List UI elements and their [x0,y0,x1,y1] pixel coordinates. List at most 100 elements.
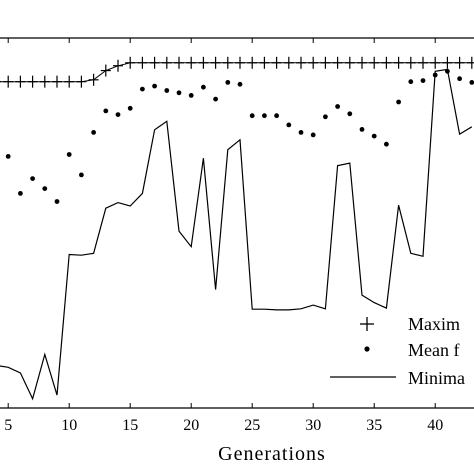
series-line-minima [0,68,473,401]
legend-item-minima: Minima [330,368,465,388]
data-point-maxim [357,56,367,69]
data-point-maxim [418,56,428,69]
x-tick-label: 20 [183,417,199,434]
data-point-mean [335,104,340,109]
legend-label-minima: Minima [408,368,465,388]
x-tick-label: 25 [244,417,260,434]
data-point-mean [432,72,438,78]
data-point-mean [310,132,316,138]
data-point-mean [103,108,109,114]
data-point-maxim [393,56,404,69]
data-point-maxim [344,56,355,69]
x-axis-label: Generations [218,443,326,465]
data-point-maxim [64,75,75,88]
legend-item-maxim: Maxim [360,314,460,334]
data-point-mean [371,133,377,139]
data-point-maxim [405,56,416,69]
data-point-maxim [137,56,148,69]
data-point-maxim [369,56,380,69]
data-point-maxim [3,75,14,88]
data-point-maxim [259,56,270,69]
data-point-mean [359,126,365,132]
data-point-mean [274,113,279,119]
data-point-mean [286,122,292,128]
data-point-mean [323,114,328,120]
data-point-mean [54,199,60,204]
data-point-maxim [332,56,343,69]
data-point-maxim [466,56,474,69]
data-point-maxim [222,56,233,69]
x-tick-label: 30 [305,417,321,434]
data-point-mean [469,80,474,85]
data-point-mean [140,86,145,92]
data-point-maxim [210,56,221,69]
data-point-maxim [100,64,111,77]
data-point-mean [249,113,255,119]
series-layer [0,56,474,401]
data-point-maxim [283,56,294,69]
data-point-mean [262,113,267,119]
data-point-mean [30,176,35,182]
data-point-maxim [125,56,136,69]
data-point-maxim [161,56,172,69]
data-point-maxim [174,56,184,69]
data-point-maxim [235,56,245,69]
data-point-mean [164,88,170,93]
data-point-maxim [88,73,99,86]
data-point-maxim [454,56,465,69]
data-point-mean [420,78,426,83]
data-point-mean [152,83,158,89]
data-point-mean [347,111,353,117]
x-ticks: 5 10 15 20 25 30 35 40 [4,38,443,434]
data-point-mean [396,99,401,105]
data-point-maxim [113,59,123,72]
data-point-maxim [381,56,392,69]
x-tick-label: 15 [122,417,138,434]
data-point-mean [237,81,243,87]
data-point-mean [5,154,11,159]
data-point-maxim [15,75,26,88]
x-tick-label: 10 [61,417,77,434]
data-point-maxim [198,56,209,69]
data-point-mean [188,93,194,98]
legend-label-mean: Mean f [408,340,459,360]
series-line-maxim [0,62,472,83]
data-point-maxim [149,56,160,69]
data-point-maxim [320,56,331,69]
data-point-mean [18,191,23,196]
x-tick-label: 35 [366,417,382,434]
data-point-maxim [308,56,319,69]
data-point-mean [115,112,121,117]
x-tick-label: 40 [427,417,443,434]
data-point-mean [66,152,72,157]
data-point-mean [408,79,414,85]
legend-label-maxim: Maxim [408,314,460,334]
data-point-maxim [296,56,306,69]
legend-item-mean: Mean f [364,340,459,360]
data-point-mean [201,84,206,90]
legend-marker-dot [364,346,370,352]
data-point-maxim [442,56,453,69]
data-point-mean [176,90,182,96]
data-point-maxim [430,56,441,69]
data-point-maxim [186,56,197,69]
data-point-mean [213,96,219,102]
data-point-maxim [271,56,282,69]
data-point-mean [225,80,231,85]
data-point-maxim [0,81,1,83]
data-point-mean [298,130,304,135]
data-point-maxim [39,75,50,88]
data-point-maxim [247,56,258,69]
data-point-mean [79,172,84,178]
data-point-maxim [76,75,87,88]
data-point-mean [91,130,96,135]
legend: Maxim Mean f Minima [330,314,465,388]
data-point-maxim [52,75,62,88]
x-tick-label: 5 [4,417,12,434]
data-point-mean [127,105,133,111]
data-point-mean [384,141,389,147]
data-point-mean [42,186,48,192]
data-point-maxim [27,75,38,88]
data-point-mean [445,68,450,74]
